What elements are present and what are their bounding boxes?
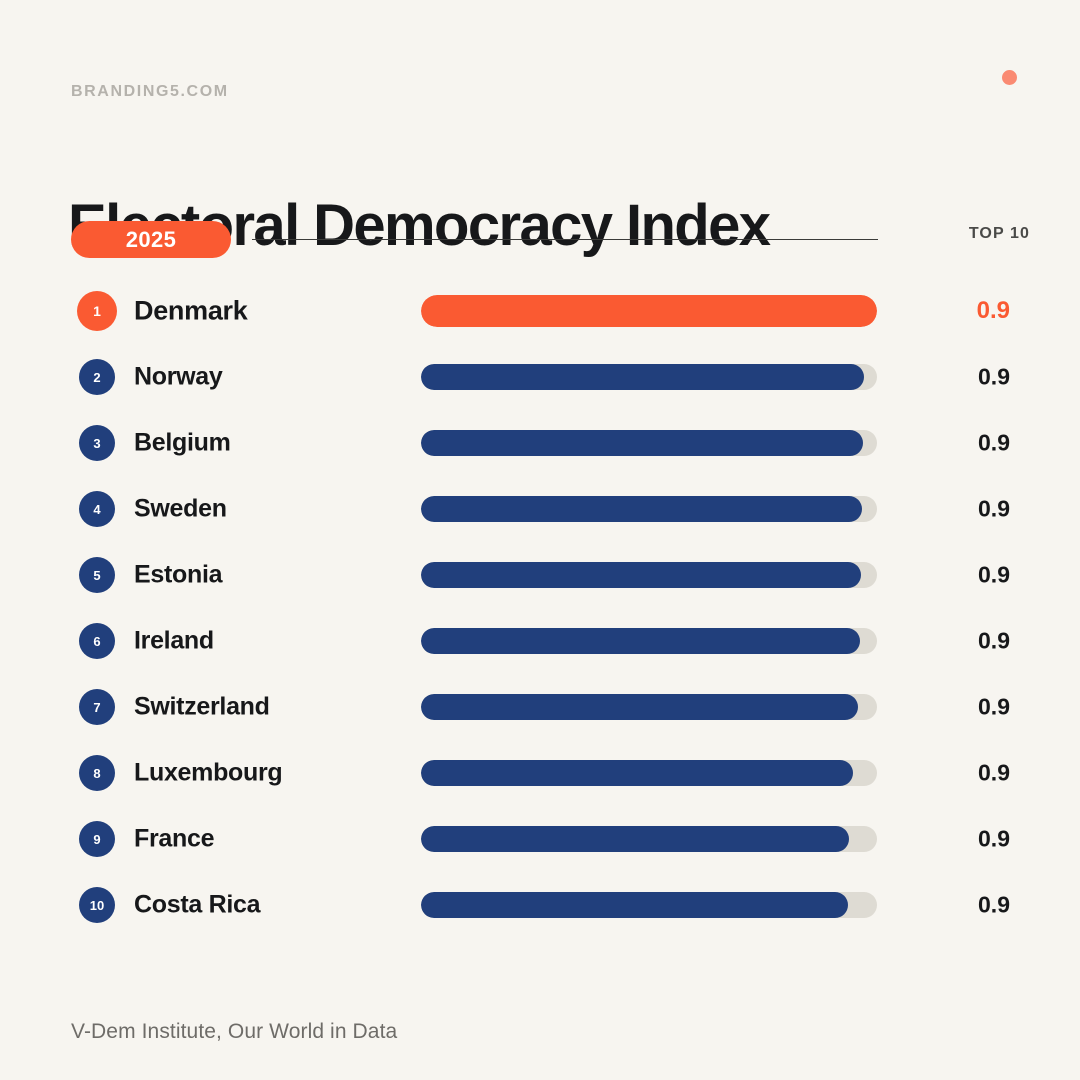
rank-badge: 10	[79, 887, 115, 923]
country-label: Belgium	[134, 428, 231, 457]
bar-track	[421, 760, 877, 786]
bar-fill	[421, 295, 877, 327]
value-label: 0.9	[978, 891, 1010, 918]
table-row[interactable]: 2 Norway 0.9	[0, 344, 1080, 410]
rank-badge: 7	[79, 689, 115, 725]
bar-fill	[421, 760, 854, 786]
country-label: Ireland	[134, 626, 214, 655]
bar-fill	[421, 694, 858, 720]
value-label: 0.9	[978, 495, 1010, 522]
value-label: 0.9	[976, 297, 1010, 324]
country-label: Norway	[134, 362, 223, 391]
bar-track	[421, 892, 877, 918]
table-row[interactable]: 5 Estonia 0.9	[0, 542, 1080, 608]
value-label: 0.9	[978, 825, 1010, 852]
bar-fill	[421, 628, 860, 654]
table-row[interactable]: 6 Ireland 0.9	[0, 608, 1080, 674]
country-label: Sweden	[134, 494, 227, 523]
country-label: Estonia	[134, 560, 223, 589]
value-label: 0.9	[978, 627, 1010, 654]
bar-track	[421, 628, 877, 654]
bar-fill	[421, 364, 865, 390]
rank-badge: 5	[79, 557, 115, 593]
value-label: 0.9	[978, 429, 1010, 456]
table-row[interactable]: 10 Costa Rica 0.9	[0, 872, 1080, 938]
country-label: Denmark	[134, 295, 248, 326]
country-label: France	[134, 824, 215, 853]
table-row[interactable]: 3 Belgium 0.9	[0, 410, 1080, 476]
table-row[interactable]: 7 Switzerland 0.9	[0, 674, 1080, 740]
bar-fill	[421, 826, 850, 852]
source-footer: V-Dem Institute, Our World in Data	[71, 1020, 398, 1043]
table-row[interactable]: 8 Luxembourg 0.9	[0, 740, 1080, 806]
country-label: Switzerland	[134, 692, 270, 721]
header-divider	[252, 239, 878, 240]
brand-watermark: BRANDING5.COM	[71, 83, 229, 100]
value-label: 0.9	[978, 561, 1010, 588]
value-label: 0.9	[978, 693, 1010, 720]
rank-badge: 4	[79, 491, 115, 527]
bar-track	[421, 496, 877, 522]
country-label: Luxembourg	[134, 758, 283, 787]
bar-track	[421, 826, 877, 852]
table-row[interactable]: 9 France 0.9	[0, 806, 1080, 872]
year-badge: 2025	[71, 221, 231, 258]
bar-track	[421, 430, 877, 456]
bar-fill	[421, 892, 848, 918]
rank-badge: 6	[79, 623, 115, 659]
rank-badge: 8	[79, 755, 115, 791]
bar-fill	[421, 562, 862, 588]
bar-fill	[421, 430, 863, 456]
value-label: 0.9	[978, 759, 1010, 786]
dot-icon	[1002, 70, 1017, 85]
bar-fill	[421, 496, 862, 522]
bar-track	[421, 562, 877, 588]
rank-badge: 1	[77, 291, 117, 331]
rank-badge: 2	[79, 359, 115, 395]
ranking-list: 1 Denmark 0.9 2 Norway 0.9 3 Belgium 0.9 4 Sweden 0…	[0, 278, 1080, 938]
table-row[interactable]: 4 Sweden 0.9	[0, 476, 1080, 542]
value-label: 0.9	[978, 363, 1010, 390]
rank-badge: 3	[79, 425, 115, 461]
top-count-label: TOP 10	[968, 225, 1030, 242]
table-row[interactable]: 1 Denmark 0.9	[0, 278, 1080, 344]
bar-track	[421, 295, 877, 327]
bar-track	[421, 694, 877, 720]
bar-track	[421, 364, 877, 390]
rank-badge: 9	[79, 821, 115, 857]
country-label: Costa Rica	[134, 890, 261, 919]
